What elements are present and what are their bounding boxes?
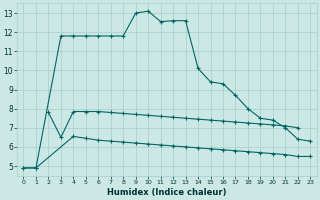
X-axis label: Humidex (Indice chaleur): Humidex (Indice chaleur) <box>107 188 227 197</box>
